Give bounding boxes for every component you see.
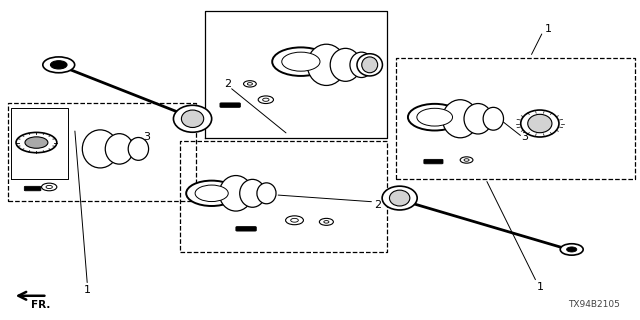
Ellipse shape [521,110,559,137]
Ellipse shape [128,138,148,160]
Circle shape [460,157,473,163]
Circle shape [42,183,57,191]
Circle shape [258,96,273,104]
Circle shape [51,61,67,69]
Ellipse shape [83,130,118,168]
Text: 3: 3 [522,132,529,142]
Circle shape [285,216,303,225]
Text: TX94B2105: TX94B2105 [568,300,620,309]
Text: FR.: FR. [31,300,51,309]
Circle shape [464,159,469,161]
Ellipse shape [390,190,410,206]
Ellipse shape [357,54,383,76]
Ellipse shape [240,179,265,207]
Circle shape [417,108,452,126]
Ellipse shape [382,186,417,210]
Ellipse shape [483,107,504,130]
Circle shape [244,81,256,87]
Ellipse shape [442,100,478,138]
Circle shape [319,218,333,225]
Circle shape [408,104,461,131]
FancyBboxPatch shape [424,159,443,164]
Text: 3: 3 [143,132,150,142]
Circle shape [195,185,228,202]
Circle shape [16,132,57,153]
Ellipse shape [307,44,346,85]
Ellipse shape [528,114,552,133]
Text: 1: 1 [545,24,552,34]
Circle shape [43,57,75,73]
Circle shape [46,185,52,188]
Circle shape [291,218,298,222]
Ellipse shape [464,104,492,134]
Circle shape [247,83,252,85]
FancyBboxPatch shape [24,186,41,191]
FancyBboxPatch shape [236,227,256,231]
Ellipse shape [220,176,252,211]
Circle shape [25,137,48,148]
Text: 2: 2 [374,200,381,210]
Ellipse shape [173,105,212,132]
Text: 2: 2 [224,79,231,89]
Text: 1: 1 [536,282,543,292]
Text: 1: 1 [84,285,91,295]
FancyBboxPatch shape [220,103,241,107]
Circle shape [262,98,269,101]
Circle shape [566,247,577,252]
Ellipse shape [330,48,361,81]
Ellipse shape [362,57,378,73]
Circle shape [272,47,330,76]
Circle shape [282,52,320,71]
Ellipse shape [257,183,276,204]
Circle shape [186,180,237,206]
Ellipse shape [105,134,133,164]
Ellipse shape [181,110,204,127]
Ellipse shape [350,52,373,77]
Circle shape [560,244,583,255]
Circle shape [324,220,329,223]
